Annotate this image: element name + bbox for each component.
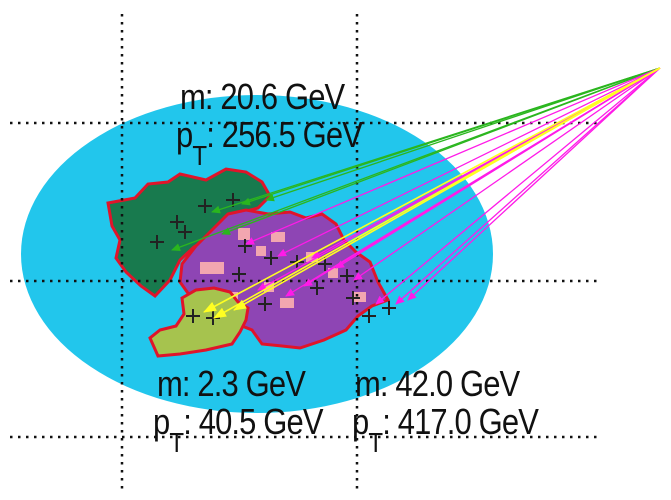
- green-jet-mass-label: m: 20.6 GeV: [180, 76, 345, 117]
- pt-value: : 256.5 GeV: [206, 114, 363, 155]
- pt-prefix: p: [176, 114, 193, 155]
- pt-subscript: T: [368, 427, 383, 458]
- purple-jet-mass-label: m: 42.0 GeV: [355, 363, 520, 404]
- pt-value: : 417.0 GeV: [382, 401, 539, 442]
- arrows-yellow: [203, 67, 661, 319]
- yellow-jet-region: [148, 286, 250, 358]
- pt-subscript: T: [192, 140, 207, 171]
- yellow-jet-pt-label: pT: 40.5 GeV: [153, 401, 323, 457]
- pt-prefix: p: [352, 401, 369, 442]
- pt-value: : 40.5 GeV: [183, 401, 323, 442]
- green-jet-pt-label: pT: 256.5 GeV: [176, 114, 363, 170]
- arrows-green: [171, 67, 661, 251]
- purple-jet-pt-label: pT: 417.0 GeV: [352, 401, 539, 457]
- pt-prefix: p: [153, 401, 170, 442]
- pt-subscript: T: [169, 427, 184, 458]
- yellow-jet-mass-label: m: 2.3 GeV: [157, 363, 306, 404]
- particle-markers: [150, 193, 396, 325]
